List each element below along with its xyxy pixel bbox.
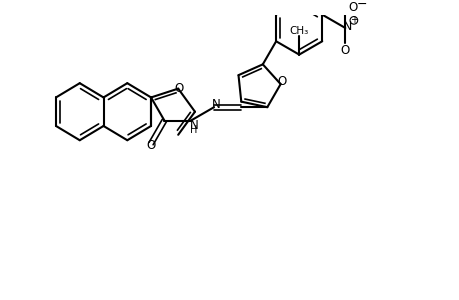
Text: N: N bbox=[211, 98, 220, 111]
Text: H: H bbox=[190, 125, 197, 135]
Text: O: O bbox=[276, 75, 285, 88]
Text: O: O bbox=[340, 44, 349, 57]
Text: O: O bbox=[174, 82, 184, 95]
Text: +: + bbox=[349, 15, 357, 26]
Text: N: N bbox=[342, 20, 351, 33]
Text: N: N bbox=[189, 119, 198, 132]
Text: CH₃: CH₃ bbox=[289, 26, 308, 36]
Text: −: − bbox=[356, 0, 367, 11]
Text: O: O bbox=[347, 1, 357, 14]
Text: O: O bbox=[146, 139, 155, 152]
